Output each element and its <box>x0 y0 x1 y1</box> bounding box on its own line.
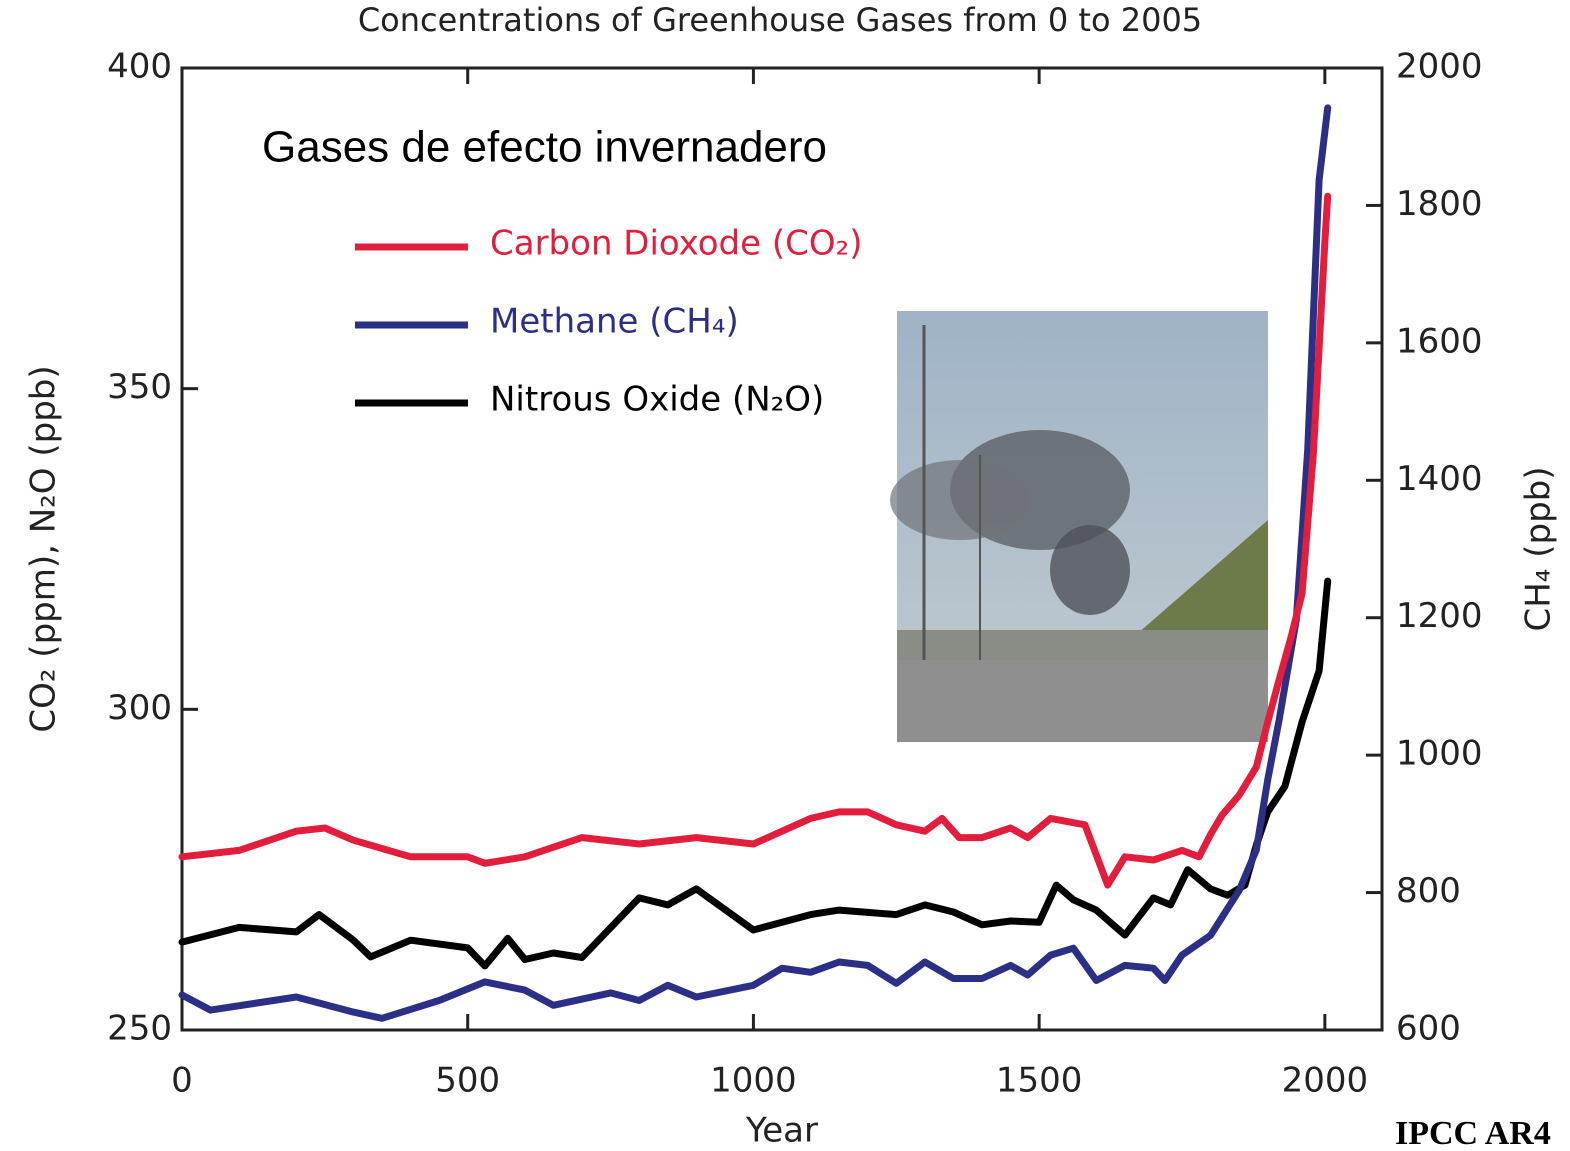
photo <box>890 311 1268 742</box>
y2-tick-label: 1000 <box>1396 734 1483 774</box>
annotation: Gases de efecto invernadero <box>262 123 827 172</box>
y2-tick-label: 1400 <box>1396 459 1483 499</box>
y-axis-label: CO₂ (ppm), N₂O (ppb) <box>24 365 64 732</box>
y2-tick-label: 800 <box>1396 871 1461 911</box>
y-tick-label: 250 <box>107 1009 172 1049</box>
y2-tick-label: 1200 <box>1396 596 1483 636</box>
legend-label: Nitrous Oxide (N₂O) <box>490 380 824 420</box>
legend-label: Carbon Dioxode (CO₂) <box>490 224 863 264</box>
x-axis-label: Year <box>745 1111 818 1151</box>
y2-tick-label: 1800 <box>1396 184 1483 224</box>
source-note: IPCC AR4 <box>1395 1115 1551 1151</box>
y2-tick-label: 2000 <box>1396 47 1483 87</box>
x-tick-label: 0 <box>171 1061 193 1101</box>
x-tick-label: 500 <box>435 1061 500 1101</box>
y-tick-label: 300 <box>107 688 172 728</box>
y2-tick-label: 600 <box>1396 1009 1461 1049</box>
x-tick-label: 2000 <box>1282 1061 1369 1101</box>
x-tick-label: 1000 <box>710 1061 797 1101</box>
y-tick-label: 350 <box>107 367 172 407</box>
y-tick-label: 400 <box>107 47 172 87</box>
legend-label: Methane (CH₄) <box>490 302 739 342</box>
chart-title: Concentrations of Greenhouse Gases from … <box>358 1 1202 39</box>
x-tick-label: 1500 <box>996 1061 1083 1101</box>
y2-axis-label: CH₄ (ppb) <box>1519 466 1559 631</box>
y2-tick-label: 1600 <box>1396 321 1483 361</box>
chart: Concentrations of Greenhouse Gases from … <box>0 0 1570 1151</box>
